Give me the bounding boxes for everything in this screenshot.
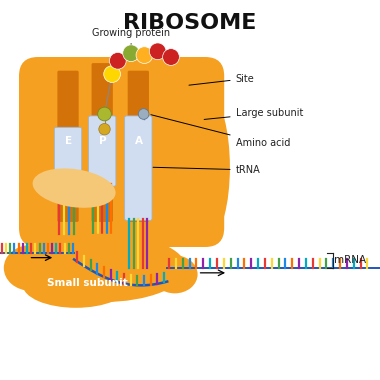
Circle shape — [109, 52, 126, 69]
Text: Amino acid: Amino acid — [151, 115, 290, 148]
Circle shape — [98, 107, 111, 121]
Ellipse shape — [192, 99, 230, 236]
Text: Small subunit: Small subunit — [47, 278, 128, 288]
Text: E: E — [65, 136, 72, 146]
FancyBboxPatch shape — [125, 116, 152, 220]
Ellipse shape — [4, 245, 57, 291]
FancyBboxPatch shape — [89, 116, 116, 186]
Circle shape — [138, 109, 149, 119]
Circle shape — [99, 124, 110, 135]
Text: Growing protein: Growing protein — [92, 28, 170, 50]
Circle shape — [149, 43, 166, 60]
Text: Large subunit: Large subunit — [204, 108, 303, 119]
Ellipse shape — [23, 262, 129, 308]
FancyBboxPatch shape — [54, 127, 82, 175]
Text: tRNA: tRNA — [153, 165, 260, 175]
Circle shape — [163, 49, 179, 65]
FancyBboxPatch shape — [57, 71, 79, 222]
Circle shape — [123, 45, 139, 62]
Text: Site: Site — [189, 74, 254, 85]
FancyBboxPatch shape — [19, 57, 224, 247]
FancyBboxPatch shape — [92, 63, 113, 222]
Ellipse shape — [152, 255, 198, 293]
Text: P: P — [99, 136, 106, 146]
FancyBboxPatch shape — [128, 71, 149, 222]
Text: mRNA: mRNA — [334, 255, 367, 265]
Text: A: A — [135, 136, 143, 146]
Text: RIBOSOME: RIBOSOME — [124, 13, 256, 33]
Ellipse shape — [19, 234, 186, 302]
Ellipse shape — [33, 168, 116, 208]
Circle shape — [136, 47, 153, 63]
Circle shape — [104, 66, 120, 82]
